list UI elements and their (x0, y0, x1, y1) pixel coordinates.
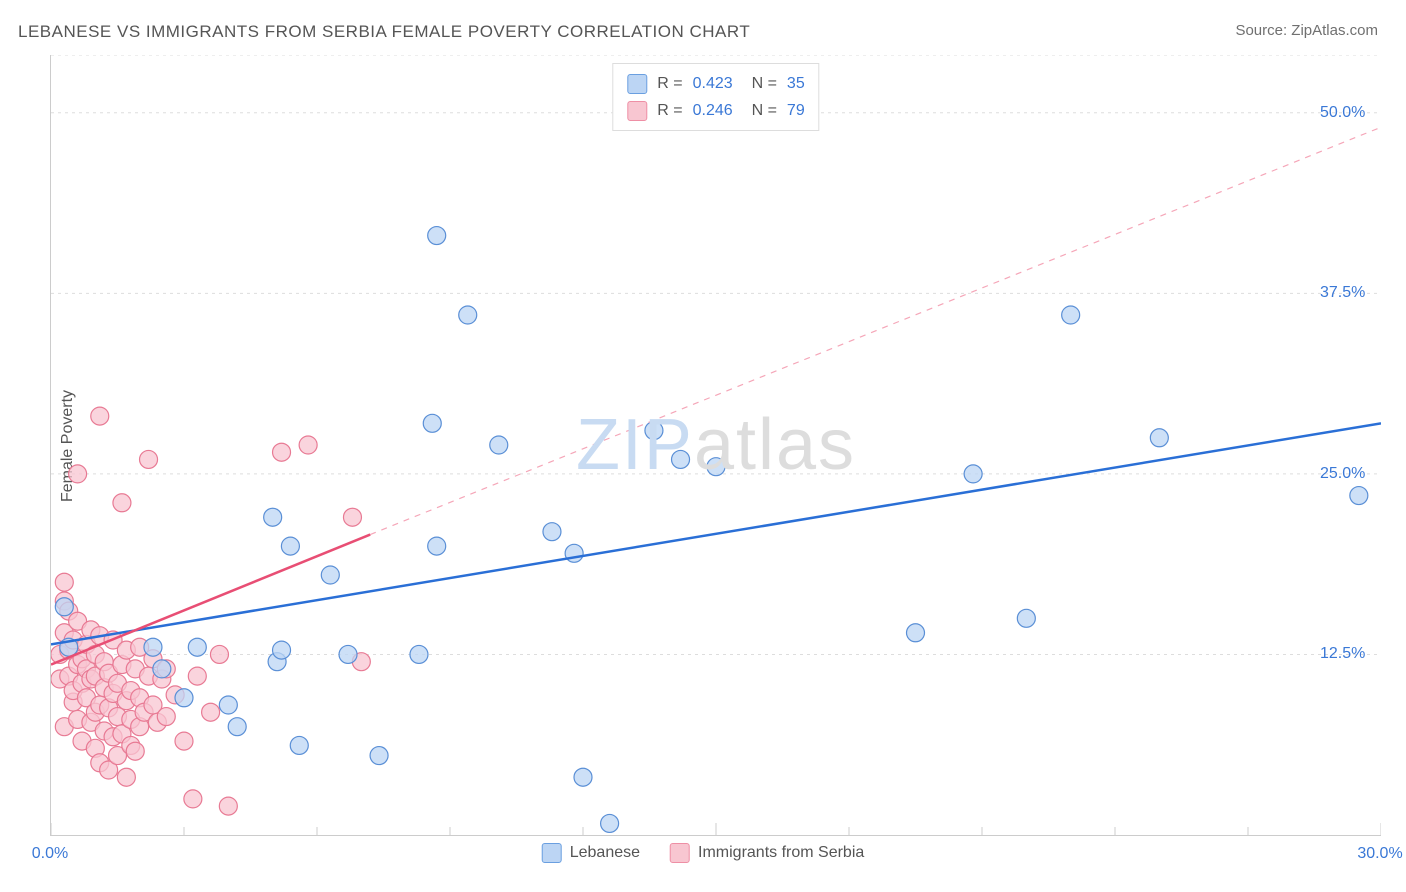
series-legend: Lebanese Immigrants from Serbia (542, 843, 865, 863)
swatch-serbia (627, 101, 647, 121)
x-tick-label: 0.0% (32, 845, 68, 863)
y-tick-label: 50.0% (1320, 104, 1365, 122)
legend-row-lebanese: R = 0.423 N = 35 (627, 70, 804, 97)
chart-container: LEBANESE VS IMMIGRANTS FROM SERBIA FEMAL… (0, 0, 1406, 892)
correlation-legend: R = 0.423 N = 35 R = 0.246 N = 79 (612, 63, 819, 131)
y-tick-label: 25.0% (1320, 465, 1365, 483)
x-tick-label: 30.0% (1357, 845, 1402, 863)
swatch-lebanese-icon (542, 843, 562, 863)
legend-n-label: N = (743, 70, 777, 97)
legend-item-lebanese: Lebanese (542, 843, 640, 863)
legend-r-label: R = (657, 97, 682, 124)
legend-r-value-lebanese: 0.423 (693, 70, 733, 97)
legend-r-label: R = (657, 70, 682, 97)
y-tick-label: 12.5% (1320, 645, 1365, 663)
series-label-serbia: Immigrants from Serbia (698, 844, 864, 862)
plot-area: ZIPatlas R = 0.423 N = 35 R = 0.246 N = … (50, 55, 1381, 836)
y-tick-label: 37.5% (1320, 284, 1365, 302)
legend-n-value-lebanese: 35 (787, 70, 805, 97)
plot-svg (51, 55, 1381, 835)
swatch-serbia-icon (670, 843, 690, 863)
legend-row-serbia: R = 0.246 N = 79 (627, 97, 804, 124)
legend-item-serbia: Immigrants from Serbia (670, 843, 864, 863)
legend-n-value-serbia: 79 (787, 97, 805, 124)
series-label-lebanese: Lebanese (570, 844, 640, 862)
source-label: Source: ZipAtlas.com (1235, 22, 1378, 39)
legend-n-label: N = (743, 97, 777, 124)
chart-title: LEBANESE VS IMMIGRANTS FROM SERBIA FEMAL… (18, 22, 750, 42)
legend-r-value-serbia: 0.246 (693, 97, 733, 124)
swatch-lebanese (627, 74, 647, 94)
